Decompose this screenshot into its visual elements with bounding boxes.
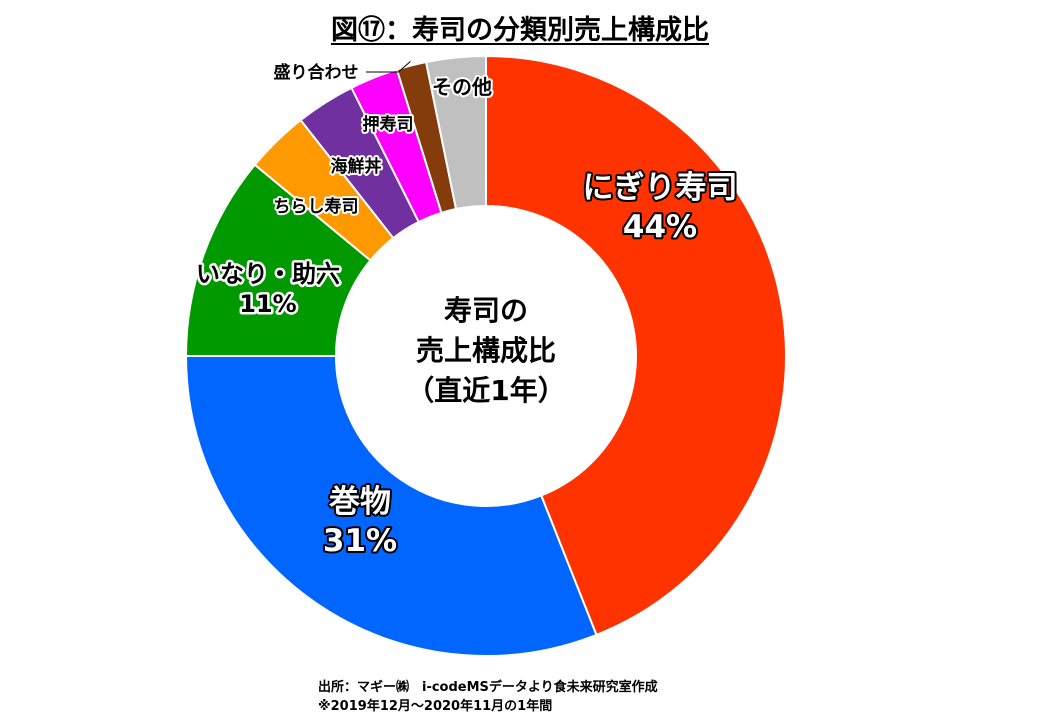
slice-0 [485, 54, 787, 637]
slice-label-6: 盛り合わせ [274, 62, 359, 83]
slice-label-7: その他 [432, 75, 492, 99]
slice-1 [184, 355, 598, 657]
slice-label-5: 押寿司 [363, 114, 414, 135]
slice-label-1: 巻物 [329, 484, 391, 520]
slice-label-0: にぎり寿司 [583, 170, 738, 206]
center-label-line-2: （直近1年） [406, 374, 565, 407]
slice-7 [424, 54, 487, 211]
chart-title: 図⑰：寿司の分類別売上構成比 [331, 15, 709, 46]
slice-label-2: いなり・助六 [196, 260, 340, 288]
slice-label-4: 海鮮丼 [331, 156, 382, 177]
slice-value-1: 31% [323, 523, 397, 559]
slice-value-2: 11% [239, 290, 296, 318]
slices-group [184, 54, 787, 657]
center-label-line-1: 売上構成比 [416, 334, 556, 367]
leader-line-6 [366, 61, 411, 73]
slice-label-3: ちらし寿司 [274, 196, 359, 217]
center-label-line-0: 寿司の [444, 294, 528, 327]
period-note: ※2019年12月～2020年11月の1年間 [318, 699, 553, 714]
source-note: 出所：マギー㈱ i-codeMSデータより食未来研究室作成 [318, 680, 658, 695]
slice-value-0: 44% [623, 209, 697, 245]
